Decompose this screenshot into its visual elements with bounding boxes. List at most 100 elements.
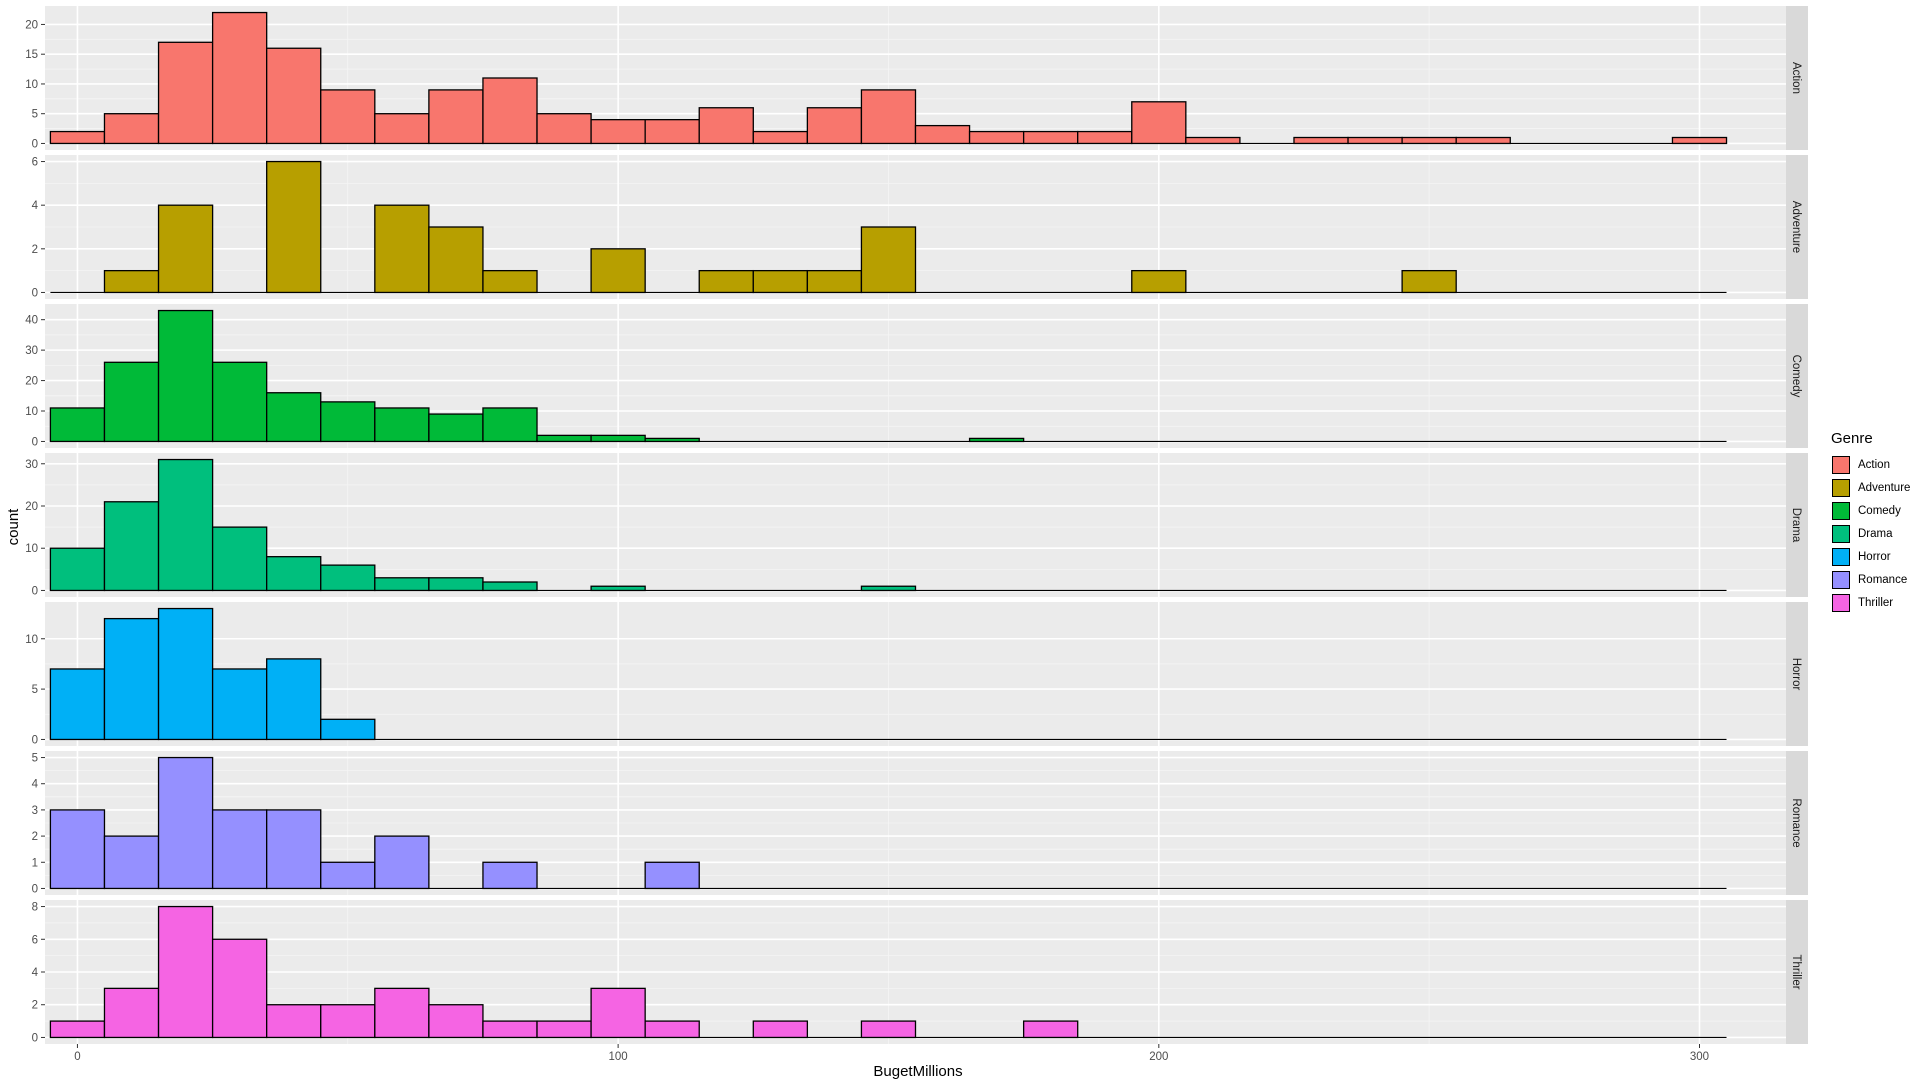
y-tick-label: 2: [32, 1000, 38, 1012]
facet-strip-label: Drama: [1790, 508, 1802, 543]
legend-item-drama: Drama: [1825, 522, 1915, 545]
bar-romance-110: [644, 861, 700, 890]
bar-romance-30: [211, 809, 268, 890]
facet-panel-horror: 0 5 10 Horror: [25, 602, 1808, 746]
y-tick-label: 0: [32, 1032, 38, 1044]
bar-action-300: [1671, 136, 1728, 145]
y-tick-label: 0: [32, 734, 38, 746]
bar-action-130: [752, 130, 809, 145]
y-tick-label: 2: [32, 244, 38, 256]
bar-drama-40: [266, 556, 322, 592]
y-tick-label: 10: [25, 543, 38, 555]
bar-action-50: [320, 89, 376, 145]
bar-action-180: [1022, 130, 1079, 145]
legend-label: Thriller: [1858, 596, 1894, 609]
legend-key: [1832, 593, 1850, 612]
bar-comedy-60: [374, 407, 430, 443]
bar-horror-40: [266, 658, 322, 741]
x-tick-label: 200: [1149, 1051, 1168, 1063]
legend-key: [1832, 501, 1850, 520]
y-tick-label: 30: [25, 345, 38, 357]
bar-adventure-150: [860, 226, 917, 294]
bar-action-160: [914, 124, 971, 145]
legend: Genre Action Adventure Comedy Drama Horror Ro…: [1825, 430, 1915, 614]
legend-item-action: Action: [1825, 453, 1915, 476]
legend-items: Action Adventure Comedy Drama Horror Romance T…: [1825, 453, 1915, 614]
bar-drama-20: [157, 458, 214, 592]
y-tick-label: 20: [25, 19, 38, 31]
bar-romance-80: [482, 861, 538, 890]
bar-horror-20: [157, 607, 214, 741]
y-tick-label: 40: [25, 315, 38, 327]
bar-comedy-20: [157, 309, 214, 443]
y-tick-label: 0: [32, 436, 38, 448]
bar-thriller-20: [157, 905, 214, 1039]
facet-strip: [1786, 6, 1808, 150]
y-tick-label: 10: [25, 79, 38, 91]
facet-strip-label: Thriller: [1790, 954, 1802, 989]
bar-action-240: [1347, 136, 1403, 145]
y-tick-label: 4: [32, 200, 39, 212]
bar-horror-0: [49, 668, 106, 741]
legend-key: [1832, 478, 1850, 497]
bar-action-210: [1185, 136, 1241, 145]
bar-drama-30: [211, 526, 268, 592]
bar-action-170: [968, 130, 1025, 145]
facet-panel-action: 0 5 10 15 20 Action: [25, 6, 1808, 150]
bar-romance-0: [49, 809, 106, 890]
y-tick-label: 6: [32, 934, 38, 946]
x-tick-label: 300: [1690, 1051, 1709, 1063]
bar-horror-10: [103, 617, 160, 741]
facet-strip-label: Comedy: [1790, 355, 1802, 398]
y-tick-label: 1: [32, 857, 38, 869]
bar-action-60: [374, 113, 430, 145]
bar-drama-80: [482, 581, 538, 592]
bar-action-40: [266, 47, 322, 145]
facet-strip-label: Horror: [1790, 658, 1802, 691]
legend-key: [1832, 547, 1850, 566]
bar-thriller-0: [49, 1020, 106, 1039]
legend-key: [1832, 455, 1850, 474]
y-tick-label: 15: [25, 49, 38, 61]
bar-comedy-10: [103, 361, 160, 443]
bar-action-100: [590, 119, 646, 145]
facet-panel-drama: 0 10 20 30 Drama: [25, 453, 1808, 597]
bar-thriller-130: [752, 1020, 809, 1039]
bar-action-150: [860, 89, 917, 145]
bar-thriller-100: [590, 987, 646, 1039]
legend-key: [1832, 570, 1850, 589]
bar-comedy-50: [320, 401, 376, 443]
bar-romance-10: [103, 835, 160, 890]
bar-adventure-140: [806, 269, 863, 294]
bar-adventure-40: [266, 160, 322, 294]
bar-thriller-30: [211, 938, 268, 1039]
bar-action-260: [1455, 136, 1511, 145]
bar-action-120: [698, 107, 754, 145]
facet-strip: [1786, 304, 1808, 448]
legend-label: Drama: [1858, 527, 1893, 540]
y-axis-title: count: [5, 508, 22, 546]
facet-panels: 05101520Action0246Adventure010203040Come…: [25, 6, 1808, 1044]
bar-drama-0: [49, 547, 106, 592]
bar-comedy-100: [590, 434, 646, 443]
x-tick-label: 0: [74, 1051, 80, 1063]
bar-adventure-70: [428, 226, 484, 294]
bar-thriller-180: [1022, 1020, 1079, 1039]
bar-thriller-90: [536, 1020, 592, 1039]
bar-comedy-30: [211, 361, 268, 443]
bar-action-140: [806, 107, 863, 145]
facet-strip-label: Adventure: [1790, 201, 1802, 253]
bar-thriller-150: [860, 1020, 917, 1039]
y-tick-label: 10: [25, 634, 38, 646]
legend-item-thriller: Thriller: [1825, 591, 1915, 614]
legend-label: Comedy: [1858, 504, 1901, 517]
legend-label: Romance: [1858, 573, 1908, 586]
bar-drama-50: [320, 564, 376, 592]
facet-strip-label: Action: [1790, 62, 1802, 94]
bar-thriller-60: [374, 987, 430, 1039]
y-tick-label: 0: [32, 138, 38, 150]
facet-panel-comedy: 0 10 20 30 40 Comedy: [25, 304, 1808, 448]
bar-comedy-80: [482, 407, 538, 443]
facet-panel-adventure: 0 2 4 6 Adventure: [32, 155, 1808, 299]
bar-action-80: [482, 77, 538, 145]
